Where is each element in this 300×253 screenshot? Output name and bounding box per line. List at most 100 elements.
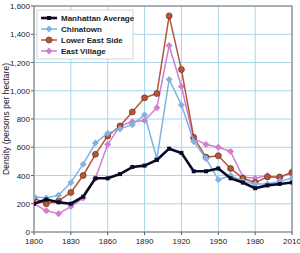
plot-frame	[34, 6, 292, 232]
data-point	[81, 195, 85, 199]
tick-label: 1920	[173, 237, 191, 246]
legend-marker	[47, 16, 51, 20]
grid-line	[34, 147, 292, 148]
data-point	[117, 125, 124, 132]
legend-label: Chinatown	[61, 25, 102, 34]
series-line	[34, 149, 292, 204]
chart: 0 200 400 600 800 1,000 1,200 1,400 1,600 1800 183…	[0, 0, 300, 253]
data-point	[253, 186, 257, 190]
data-point	[129, 121, 136, 128]
grid-line	[34, 90, 292, 91]
data-point	[80, 173, 86, 179]
data-point	[93, 176, 97, 180]
data-point	[264, 174, 270, 180]
tick-label: 0	[26, 228, 31, 237]
data-point	[166, 13, 172, 19]
data-point	[155, 158, 159, 162]
data-point	[55, 192, 62, 199]
data-point	[143, 164, 147, 168]
legend-label: Lower East Side	[61, 36, 123, 45]
plot-area	[34, 6, 292, 232]
legend-marker	[46, 48, 53, 55]
data-point	[104, 130, 111, 137]
legend-marker	[46, 26, 53, 33]
data-point	[166, 42, 173, 49]
tick-label: 1830	[62, 237, 80, 246]
data-point	[290, 181, 292, 185]
tick-label: 1950	[209, 237, 227, 246]
tick-label: 1980	[246, 237, 264, 246]
data-point	[228, 165, 234, 171]
data-point	[264, 172, 271, 179]
tick-label: 400	[17, 172, 31, 181]
tick-label: 1,000	[10, 87, 31, 96]
data-point	[92, 140, 99, 147]
data-point	[178, 101, 185, 108]
legend-label: East Village	[61, 47, 106, 56]
data-point	[167, 147, 171, 151]
legend-marker	[46, 37, 52, 43]
grid-line	[218, 6, 219, 232]
data-point	[215, 144, 222, 151]
data-point	[67, 179, 74, 186]
data-point	[153, 104, 160, 111]
data-point	[43, 201, 49, 207]
data-point	[69, 202, 73, 206]
data-point	[216, 166, 220, 170]
tick-label: 2010	[283, 237, 300, 246]
data-point	[178, 67, 184, 73]
axis-title: Density (persons per hectare)	[1, 63, 11, 175]
data-point	[265, 183, 269, 187]
data-point	[166, 76, 173, 83]
grid-line	[181, 6, 182, 232]
data-point	[278, 182, 282, 186]
legend: Manhattan Average Chinatown Lower East Sid…	[37, 10, 135, 59]
series-line	[34, 16, 292, 204]
data-point	[92, 151, 98, 157]
series-line	[34, 79, 292, 198]
data-point	[106, 176, 110, 180]
data-point	[215, 176, 222, 183]
legend-swatch	[41, 17, 57, 20]
data-point	[104, 141, 111, 148]
data-point	[141, 111, 148, 118]
data-point	[57, 200, 61, 204]
tick-label: 1,200	[10, 59, 31, 68]
data-point	[241, 181, 245, 185]
data-point	[68, 189, 74, 195]
grid-line	[34, 175, 292, 176]
data-point	[190, 138, 197, 145]
data-point	[215, 153, 221, 159]
data-point	[289, 170, 292, 176]
grid-line	[34, 62, 292, 63]
data-point	[192, 169, 196, 173]
data-point	[203, 141, 210, 148]
data-point	[43, 207, 50, 214]
data-point	[289, 168, 293, 175]
data-point	[118, 172, 122, 176]
tick-label: 1860	[99, 237, 117, 246]
tick-label: 800	[17, 115, 31, 124]
tick-label: 1800	[25, 237, 43, 246]
data-point	[130, 165, 134, 169]
tick-label: 200	[17, 200, 31, 209]
data-point	[34, 202, 36, 206]
tick-label: 1,600	[10, 2, 31, 11]
data-point	[55, 210, 62, 217]
data-point	[179, 151, 183, 155]
tick-label: 600	[17, 143, 31, 152]
data-point	[129, 109, 135, 115]
data-point	[227, 148, 234, 155]
data-group	[34, 13, 292, 217]
data-point	[203, 155, 210, 162]
series-line	[34, 46, 292, 214]
tick-label: 1890	[136, 237, 154, 246]
legend-label: Manhattan Average	[61, 14, 135, 23]
data-point	[44, 198, 48, 202]
grid-line	[255, 6, 256, 232]
data-point	[34, 193, 38, 200]
data-point	[204, 169, 208, 173]
tick-label: 1,400	[10, 30, 31, 39]
data-point	[142, 95, 148, 101]
data-point	[229, 176, 233, 180]
